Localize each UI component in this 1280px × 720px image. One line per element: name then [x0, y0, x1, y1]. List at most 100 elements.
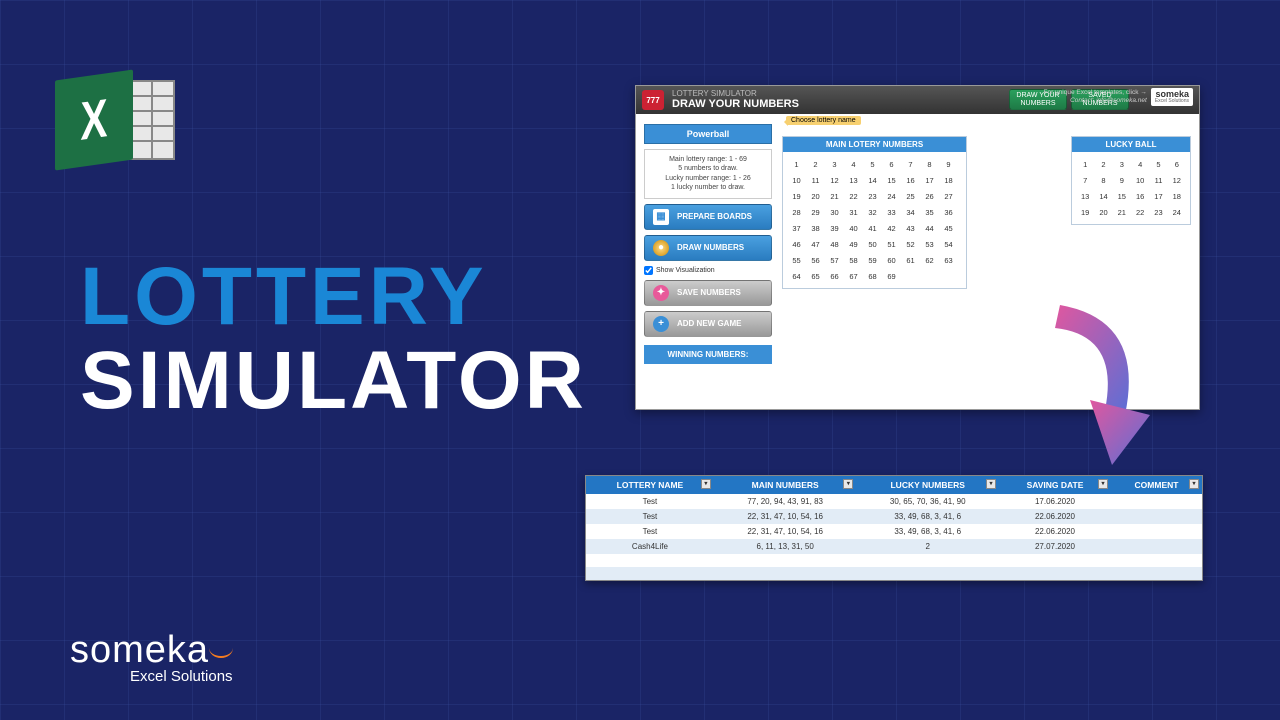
number-cell[interactable]: 49 [844, 236, 863, 252]
number-cell[interactable]: 55 [787, 252, 806, 268]
number-cell[interactable]: 53 [920, 236, 939, 252]
lucky-ball-grid[interactable]: 123456789101112131415161718192021222324 [1072, 152, 1190, 224]
number-cell[interactable]: 6 [1168, 156, 1186, 172]
number-cell[interactable]: 50 [863, 236, 882, 252]
number-cell[interactable]: 23 [863, 188, 882, 204]
number-cell[interactable]: 8 [1094, 172, 1112, 188]
number-cell[interactable]: 14 [863, 172, 882, 188]
number-cell[interactable]: 8 [920, 156, 939, 172]
table-header[interactable]: SAVING DATE▾ [999, 476, 1111, 494]
number-cell[interactable]: 63 [939, 252, 958, 268]
number-cell[interactable]: 37 [787, 220, 806, 236]
number-cell[interactable]: 25 [901, 188, 920, 204]
number-cell[interactable]: 22 [844, 188, 863, 204]
table-row[interactable]: Cash4Life6, 11, 13, 31, 50227.07.2020 [586, 539, 1202, 554]
number-cell[interactable]: 5 [863, 156, 882, 172]
number-cell[interactable]: 24 [1168, 204, 1186, 220]
number-cell[interactable]: 15 [882, 172, 901, 188]
number-cell[interactable]: 33 [882, 204, 901, 220]
save-numbers-button[interactable]: ✦ SAVE NUMBERS [644, 280, 772, 306]
number-cell[interactable]: 59 [863, 252, 882, 268]
number-cell[interactable]: 20 [806, 188, 825, 204]
number-cell[interactable]: 24 [882, 188, 901, 204]
number-cell[interactable]: 48 [825, 236, 844, 252]
number-cell[interactable]: 5 [1149, 156, 1167, 172]
number-cell[interactable]: 47 [806, 236, 825, 252]
number-cell[interactable]: 19 [1076, 204, 1094, 220]
number-cell[interactable]: 17 [1149, 188, 1167, 204]
number-cell[interactable]: 2 [1094, 156, 1112, 172]
number-cell[interactable]: 31 [844, 204, 863, 220]
table-row[interactable]: Test77, 20, 94, 43, 91, 8330, 65, 70, 36… [586, 494, 1202, 509]
number-cell[interactable]: 10 [1131, 172, 1149, 188]
table-header[interactable]: LOTTERY NAME▾ [586, 476, 714, 494]
number-cell[interactable]: 69 [882, 268, 901, 284]
filter-dropdown-icon[interactable]: ▾ [1189, 479, 1199, 489]
number-cell[interactable]: 11 [1149, 172, 1167, 188]
number-cell[interactable]: 12 [1168, 172, 1186, 188]
draw-numbers-button[interactable]: ● DRAW NUMBERS [644, 235, 772, 261]
number-cell[interactable]: 67 [844, 268, 863, 284]
number-cell[interactable]: 4 [1131, 156, 1149, 172]
number-cell[interactable]: 64 [787, 268, 806, 284]
number-cell[interactable]: 11 [806, 172, 825, 188]
filter-dropdown-icon[interactable]: ▾ [1098, 479, 1108, 489]
number-cell[interactable]: 58 [844, 252, 863, 268]
number-cell[interactable]: 21 [1113, 204, 1131, 220]
number-cell[interactable]: 19 [787, 188, 806, 204]
number-cell[interactable]: 28 [787, 204, 806, 220]
number-cell[interactable]: 3 [1113, 156, 1131, 172]
number-cell[interactable]: 15 [1113, 188, 1131, 204]
filter-dropdown-icon[interactable]: ▾ [843, 479, 853, 489]
number-cell[interactable]: 21 [825, 188, 844, 204]
number-cell[interactable]: 9 [939, 156, 958, 172]
add-game-button[interactable]: + ADD NEW GAME [644, 311, 772, 337]
number-cell[interactable]: 43 [901, 220, 920, 236]
number-cell[interactable]: 13 [844, 172, 863, 188]
number-cell[interactable]: 57 [825, 252, 844, 268]
number-cell[interactable]: 32 [863, 204, 882, 220]
number-cell[interactable]: 9 [1113, 172, 1131, 188]
number-cell[interactable]: 10 [787, 172, 806, 188]
number-cell[interactable]: 45 [939, 220, 958, 236]
number-cell[interactable]: 1 [787, 156, 806, 172]
table-header[interactable]: COMMENT▾ [1111, 476, 1202, 494]
number-cell[interactable]: 66 [825, 268, 844, 284]
number-cell[interactable]: 18 [939, 172, 958, 188]
number-cell[interactable]: 13 [1076, 188, 1094, 204]
number-cell[interactable]: 54 [939, 236, 958, 252]
number-cell[interactable]: 62 [920, 252, 939, 268]
number-cell[interactable]: 16 [1131, 188, 1149, 204]
number-cell[interactable]: 16 [901, 172, 920, 188]
number-cell[interactable]: 23 [1149, 204, 1167, 220]
filter-dropdown-icon[interactable]: ▾ [986, 479, 996, 489]
number-cell[interactable]: 46 [787, 236, 806, 252]
number-cell[interactable]: 34 [901, 204, 920, 220]
number-cell[interactable]: 56 [806, 252, 825, 268]
number-cell[interactable]: 65 [806, 268, 825, 284]
number-cell[interactable]: 18 [1168, 188, 1186, 204]
table-row[interactable]: Test22, 31, 47, 10, 54, 1633, 49, 68, 3,… [586, 509, 1202, 524]
number-cell[interactable]: 44 [920, 220, 939, 236]
number-cell[interactable]: 14 [1094, 188, 1112, 204]
number-cell[interactable]: 60 [882, 252, 901, 268]
number-cell[interactable]: 3 [825, 156, 844, 172]
number-cell[interactable]: 61 [901, 252, 920, 268]
number-cell[interactable]: 41 [863, 220, 882, 236]
number-cell[interactable]: 7 [901, 156, 920, 172]
main-numbers-grid[interactable]: 1234567891011121314151617181920212223242… [783, 152, 966, 288]
number-cell[interactable]: 22 [1131, 204, 1149, 220]
number-cell[interactable]: 27 [939, 188, 958, 204]
number-cell[interactable]: 2 [806, 156, 825, 172]
game-name-select[interactable]: Powerball [644, 124, 772, 144]
table-header[interactable]: MAIN NUMBERS▾ [714, 476, 857, 494]
number-cell[interactable]: 30 [825, 204, 844, 220]
number-cell[interactable]: 51 [882, 236, 901, 252]
number-cell[interactable]: 4 [844, 156, 863, 172]
number-cell[interactable]: 17 [920, 172, 939, 188]
number-cell[interactable]: 7 [1076, 172, 1094, 188]
table-header[interactable]: LUCKY NUMBERS▾ [856, 476, 999, 494]
table-row[interactable]: Test22, 31, 47, 10, 54, 1633, 49, 68, 3,… [586, 524, 1202, 539]
number-cell[interactable]: 68 [863, 268, 882, 284]
number-cell[interactable]: 42 [882, 220, 901, 236]
